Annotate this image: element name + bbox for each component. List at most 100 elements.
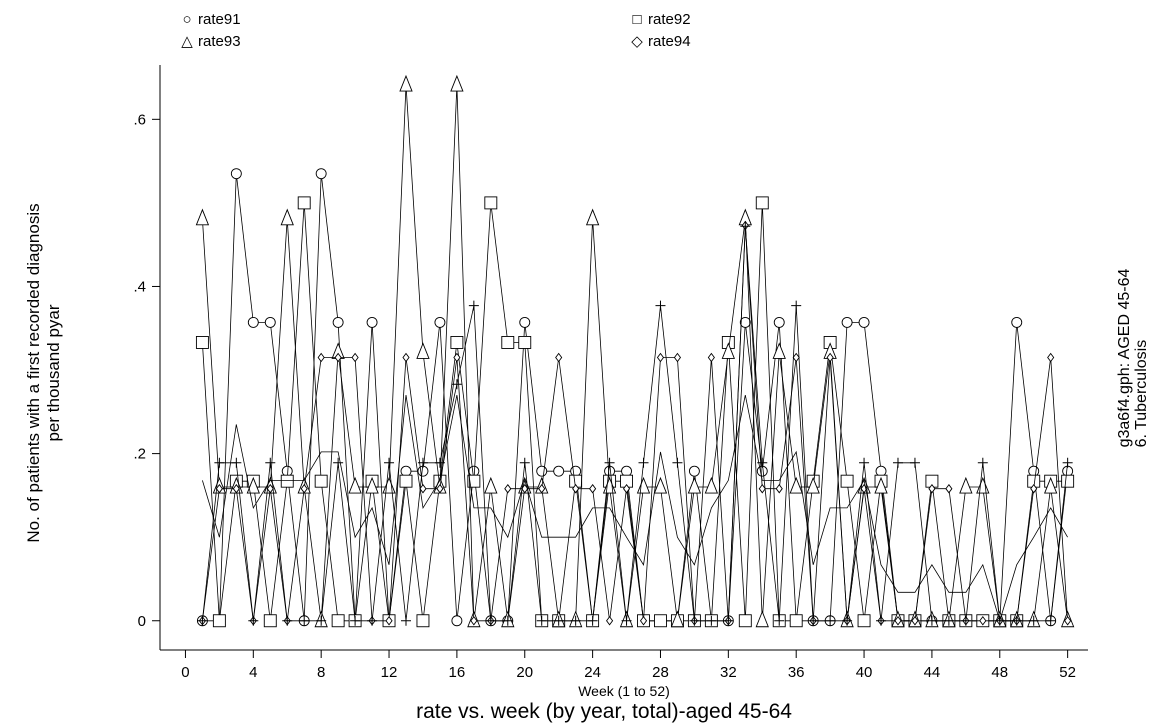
axes: 0.2.4.60 4 8 12 16 20 24 28 32 36 40 44 48 52 bbox=[133, 65, 1088, 681]
data-point bbox=[840, 474, 854, 488]
data-point bbox=[197, 615, 208, 626]
data-point bbox=[399, 74, 413, 92]
data-point bbox=[740, 221, 751, 232]
data-point bbox=[976, 476, 990, 494]
x-tick-label: 4 bbox=[249, 664, 257, 681]
data-point bbox=[385, 616, 393, 626]
x-axis-label: Week (1 to 52) bbox=[578, 683, 670, 699]
data-point bbox=[382, 476, 396, 494]
data-point bbox=[504, 483, 512, 494]
data-point bbox=[673, 352, 682, 363]
data-point bbox=[656, 352, 665, 363]
data-point bbox=[979, 616, 987, 626]
x-tick-label: 24 bbox=[584, 664, 601, 681]
data-point bbox=[977, 457, 988, 468]
data-point bbox=[1064, 616, 1072, 626]
data-point bbox=[808, 615, 819, 626]
data-point bbox=[280, 474, 294, 488]
x-tick-label: 8 bbox=[317, 664, 325, 681]
data-point bbox=[945, 483, 953, 494]
data-point bbox=[1011, 316, 1023, 328]
data-point bbox=[857, 614, 871, 628]
data-point bbox=[876, 615, 887, 626]
data-point bbox=[553, 465, 565, 477]
data-point bbox=[264, 316, 276, 328]
square-icon: □ bbox=[632, 11, 642, 28]
data-point bbox=[402, 352, 410, 363]
series-series-4 bbox=[197, 221, 1073, 626]
legend-entry-rate93: △ rate93 bbox=[180, 33, 240, 50]
data-point bbox=[299, 615, 310, 626]
data-point bbox=[943, 615, 954, 626]
side-note: g3a6f4.gph: AGED 45-64 6. Tuberculosis bbox=[1116, 269, 1150, 448]
data-point bbox=[570, 615, 581, 626]
data-point bbox=[792, 352, 800, 363]
data-point bbox=[451, 379, 462, 390]
data-point bbox=[366, 316, 378, 328]
data-point bbox=[282, 615, 293, 626]
data-point bbox=[348, 476, 362, 494]
data-point bbox=[450, 74, 464, 92]
series-line bbox=[202, 395, 1068, 623]
data-point bbox=[367, 615, 378, 626]
data-point bbox=[1044, 476, 1058, 494]
data-point bbox=[774, 615, 785, 626]
data-point bbox=[419, 483, 427, 494]
data-point bbox=[484, 476, 498, 494]
side-note-line: 6. Tuberculosis bbox=[1133, 339, 1150, 448]
y-tick-label: .6 bbox=[133, 111, 146, 128]
data-point bbox=[316, 615, 327, 626]
side-note-line: g3a6f4.gph: AGED 45-64 bbox=[1116, 268, 1133, 448]
data-point bbox=[332, 316, 344, 328]
data-point bbox=[755, 196, 769, 210]
data-point bbox=[585, 208, 600, 226]
data-point bbox=[333, 457, 344, 468]
data-point bbox=[247, 316, 259, 328]
data-point bbox=[604, 457, 615, 468]
data-point bbox=[314, 474, 328, 488]
data-point bbox=[230, 168, 242, 180]
triangle-icon: △ bbox=[181, 33, 193, 50]
y-tick-label: .4 bbox=[133, 278, 146, 295]
data-point bbox=[1030, 483, 1038, 494]
data-point bbox=[315, 168, 327, 180]
data-point bbox=[195, 336, 209, 349]
data-point bbox=[416, 342, 430, 359]
data-point bbox=[538, 483, 546, 494]
data-point bbox=[960, 615, 971, 626]
data-point bbox=[399, 474, 413, 488]
data-point bbox=[501, 336, 515, 349]
data-point bbox=[621, 615, 632, 626]
data-point bbox=[300, 483, 308, 494]
data-point bbox=[721, 342, 736, 359]
data-point bbox=[518, 336, 532, 349]
legend-label: rate91 bbox=[198, 11, 241, 28]
data-point bbox=[263, 614, 277, 628]
y-axis-label: No. of patients with a first recorded di… bbox=[24, 203, 64, 542]
data-point bbox=[450, 336, 464, 349]
data-point bbox=[212, 614, 226, 628]
data-point bbox=[1047, 352, 1055, 363]
data-point bbox=[572, 483, 580, 494]
x-tick-label: 28 bbox=[652, 664, 669, 681]
x-tick-label: 44 bbox=[924, 664, 941, 681]
data-point bbox=[858, 316, 870, 328]
data-point bbox=[519, 457, 530, 468]
data-point bbox=[654, 614, 667, 628]
data-point bbox=[928, 483, 936, 494]
data-point bbox=[723, 615, 734, 626]
x-tick-label: 12 bbox=[381, 664, 398, 681]
data-point bbox=[655, 300, 666, 311]
x-tick-label: 40 bbox=[856, 664, 873, 681]
series-series-5 bbox=[202, 395, 1068, 623]
data-point bbox=[502, 615, 513, 626]
data-point bbox=[825, 615, 836, 626]
data-point bbox=[400, 465, 412, 477]
data-point bbox=[806, 476, 820, 494]
data-point bbox=[467, 474, 481, 488]
legend-label: rate92 bbox=[648, 11, 691, 28]
data-point bbox=[297, 196, 311, 210]
data-point bbox=[484, 196, 498, 210]
data-point bbox=[400, 615, 411, 626]
